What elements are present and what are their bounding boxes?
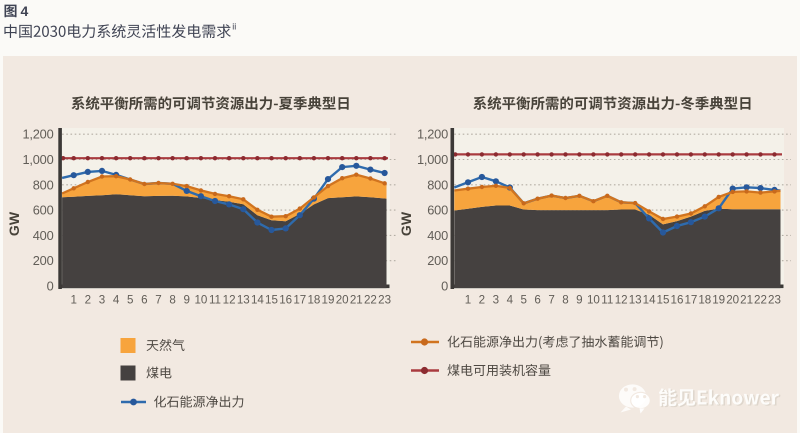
svg-text:1: 1 (70, 294, 76, 307)
svg-text:23: 23 (378, 294, 391, 307)
svg-text:11: 11 (209, 294, 221, 307)
svg-text:6: 6 (141, 294, 147, 307)
svg-text:22: 22 (364, 294, 377, 307)
svg-text:15: 15 (657, 294, 670, 307)
svg-text:21: 21 (740, 294, 753, 307)
svg-text:4: 4 (21, 3, 29, 19)
svg-text:4: 4 (507, 294, 514, 307)
svg-text:10: 10 (587, 294, 600, 307)
svg-text:18: 18 (307, 294, 320, 307)
svg-text:0: 0 (441, 279, 448, 294)
svg-text:17: 17 (293, 294, 306, 307)
svg-text:1,000: 1,000 (417, 152, 448, 167)
svg-text:22: 22 (754, 294, 767, 307)
svg-text:14: 14 (251, 294, 264, 307)
svg-text:400: 400 (33, 228, 54, 243)
svg-text:20: 20 (726, 294, 739, 307)
svg-text:0: 0 (47, 279, 54, 294)
svg-text:200: 200 (427, 253, 448, 268)
svg-text:7: 7 (155, 294, 161, 307)
svg-text:14: 14 (643, 294, 656, 307)
svg-text:1,200: 1,200 (417, 127, 448, 142)
svg-text:13: 13 (237, 294, 250, 307)
svg-text:GW: GW (398, 211, 414, 236)
svg-text:13: 13 (629, 294, 642, 307)
svg-text:15: 15 (265, 294, 278, 307)
svg-text:7: 7 (548, 294, 554, 307)
svg-text:16: 16 (279, 294, 292, 307)
svg-text:18: 18 (698, 294, 711, 307)
svg-text:3: 3 (493, 294, 499, 307)
svg-text:ii: ii (232, 22, 236, 32)
svg-text:400: 400 (427, 228, 448, 243)
svg-text:10: 10 (194, 294, 207, 307)
svg-text:600: 600 (33, 203, 54, 218)
svg-text:2: 2 (85, 294, 91, 307)
svg-text:1,000: 1,000 (22, 152, 53, 167)
svg-text:3: 3 (99, 294, 105, 307)
svg-text:1,200: 1,200 (22, 127, 53, 142)
svg-text:GW: GW (6, 211, 22, 236)
svg-text:9: 9 (576, 294, 582, 307)
svg-text:12: 12 (615, 294, 628, 307)
svg-text:16: 16 (671, 294, 684, 307)
svg-text:2: 2 (479, 294, 485, 307)
svg-text:800: 800 (427, 177, 448, 192)
svg-text:17: 17 (684, 294, 697, 307)
svg-text:20: 20 (336, 294, 349, 307)
svg-text:12: 12 (223, 294, 236, 307)
svg-text:9: 9 (183, 294, 189, 307)
svg-text:200: 200 (33, 253, 54, 268)
svg-text:19: 19 (322, 294, 335, 307)
svg-text:1: 1 (465, 294, 471, 307)
svg-text:5: 5 (127, 294, 133, 307)
svg-text:21: 21 (350, 294, 363, 307)
svg-text:11: 11 (601, 294, 613, 307)
svg-text:19: 19 (712, 294, 725, 307)
svg-text:4: 4 (113, 294, 120, 307)
svg-text:600: 600 (427, 203, 448, 218)
svg-text:8: 8 (169, 294, 175, 307)
svg-text:8: 8 (562, 294, 568, 307)
svg-text:5: 5 (520, 294, 526, 307)
svg-text:800: 800 (33, 177, 54, 192)
svg-text:6: 6 (534, 294, 540, 307)
svg-text:23: 23 (768, 294, 781, 307)
